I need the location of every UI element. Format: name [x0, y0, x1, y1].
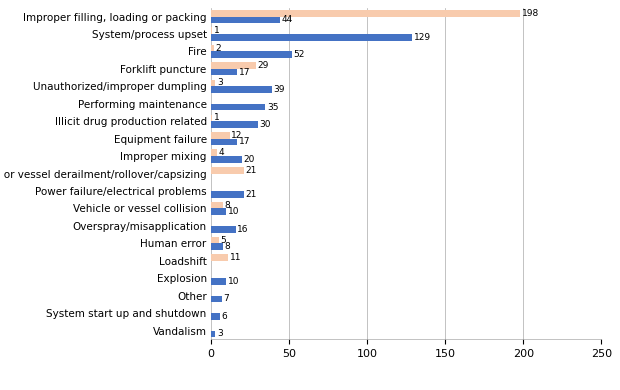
Bar — [211, 202, 223, 208]
Bar — [211, 45, 214, 51]
Text: 16: 16 — [237, 225, 249, 234]
Text: 8: 8 — [225, 242, 231, 251]
Bar — [211, 51, 292, 58]
Text: 6: 6 — [222, 312, 228, 321]
Bar — [211, 80, 216, 86]
Text: 20: 20 — [244, 155, 255, 164]
Bar — [211, 149, 217, 156]
Text: 11: 11 — [229, 253, 241, 262]
Bar — [211, 331, 216, 337]
Bar — [211, 167, 244, 174]
Bar — [211, 313, 220, 320]
Text: 4: 4 — [219, 148, 224, 157]
Text: 2: 2 — [216, 44, 221, 53]
Bar — [211, 121, 258, 128]
Bar — [211, 34, 412, 41]
Text: 44: 44 — [281, 15, 293, 24]
Bar — [211, 104, 265, 110]
Text: 17: 17 — [239, 137, 250, 147]
Text: 1: 1 — [214, 26, 219, 35]
Bar — [211, 132, 229, 139]
Text: 39: 39 — [273, 85, 285, 94]
Text: 10: 10 — [228, 207, 239, 216]
Text: 12: 12 — [231, 131, 242, 140]
Text: 7: 7 — [223, 294, 229, 303]
Text: 1: 1 — [214, 113, 219, 122]
Bar — [211, 226, 236, 232]
Text: 17: 17 — [239, 68, 250, 77]
Text: 129: 129 — [414, 33, 431, 42]
Bar — [211, 86, 272, 93]
Text: 8: 8 — [225, 200, 231, 210]
Bar — [211, 278, 226, 285]
Bar — [211, 296, 222, 302]
Text: 35: 35 — [267, 103, 278, 112]
Bar — [211, 139, 237, 145]
Bar — [211, 254, 228, 261]
Text: 21: 21 — [245, 190, 257, 199]
Bar — [211, 69, 237, 76]
Bar — [211, 10, 520, 16]
Bar — [211, 16, 280, 23]
Bar — [211, 237, 219, 243]
Bar — [211, 62, 256, 69]
Text: 29: 29 — [258, 61, 269, 70]
Text: 21: 21 — [245, 166, 257, 175]
Text: 10: 10 — [228, 277, 239, 286]
Text: 3: 3 — [217, 78, 223, 87]
Text: 5: 5 — [220, 236, 226, 245]
Bar — [211, 243, 223, 250]
Bar — [211, 27, 213, 34]
Bar — [211, 156, 242, 163]
Legend: Transportation, Fixed facility: Transportation, Fixed facility — [325, 389, 526, 390]
Text: 3: 3 — [217, 330, 223, 339]
Text: 198: 198 — [521, 9, 539, 18]
Bar — [211, 208, 226, 215]
Text: 52: 52 — [294, 50, 305, 59]
Bar — [211, 115, 213, 121]
Bar — [211, 191, 244, 198]
Text: 30: 30 — [259, 120, 271, 129]
